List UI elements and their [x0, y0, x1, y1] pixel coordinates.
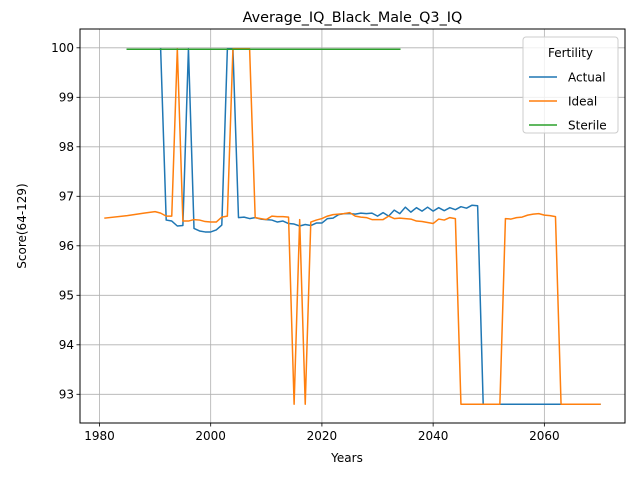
- legend: Fertility Actual Ideal Sterile: [522, 36, 619, 134]
- y-tick-label: 93: [59, 388, 74, 402]
- y-tick-label: 95: [59, 289, 74, 303]
- x-tick-label: 2060: [529, 429, 560, 443]
- series-line-actual: [159, 48, 601, 405]
- series-line-ideal: [104, 48, 601, 405]
- x-tick-label: 2020: [307, 429, 338, 443]
- legend-box: [522, 36, 619, 134]
- y-tick-label: 99: [59, 91, 74, 105]
- y-tick-label: 94: [59, 338, 74, 352]
- y-tick-label: 98: [59, 140, 74, 154]
- grid: [80, 29, 625, 423]
- legend-title: Fertility: [548, 46, 593, 60]
- y-tick-label: 97: [59, 190, 74, 204]
- axis-ticks: 1980 2000 2020 2040 2060 93 94 95 96 97 98 99 100: [51, 41, 560, 443]
- plot-frame: [79, 28, 626, 424]
- x-tick-label: 1980: [84, 429, 115, 443]
- x-tick-label: 2040: [418, 429, 449, 443]
- legend-label-actual: Actual: [568, 70, 606, 84]
- series-lines: [104, 48, 601, 405]
- y-axis-label: Score(64-129): [15, 183, 29, 268]
- x-tick-label: 2000: [195, 429, 226, 443]
- x-axis-label: Years: [330, 451, 363, 465]
- y-tick-label: 96: [59, 239, 74, 253]
- legend-items: Actual Ideal Sterile: [529, 70, 607, 132]
- legend-label-sterile: Sterile: [568, 118, 607, 132]
- y-tick-label: 100: [51, 41, 74, 55]
- legend-label-ideal: Ideal: [568, 94, 597, 108]
- chart-title: Average_IQ_Black_Male_Q3_IQ: [243, 10, 463, 26]
